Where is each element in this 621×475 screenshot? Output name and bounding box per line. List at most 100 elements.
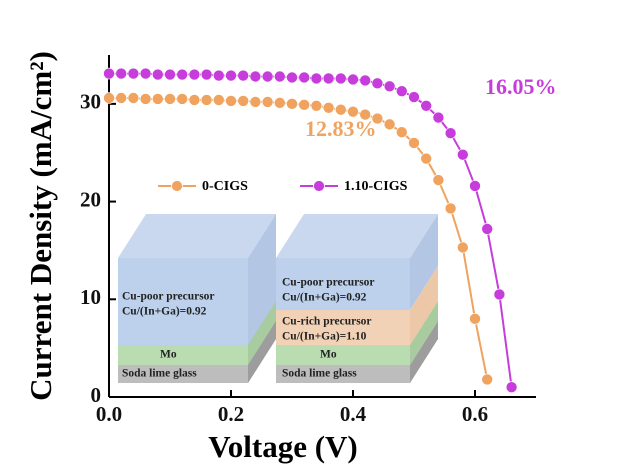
data-point <box>213 69 225 82</box>
data-point <box>237 95 249 107</box>
data-point <box>127 67 140 80</box>
data-point <box>139 93 152 105</box>
data-point <box>225 69 237 82</box>
y-tick-label: 0 <box>91 383 102 407</box>
layer-cu-rich <box>276 310 410 345</box>
data-point <box>213 94 225 106</box>
layer-side <box>410 301 438 365</box>
data-point <box>261 70 274 83</box>
layer-mo <box>276 345 410 365</box>
data-point <box>408 137 420 149</box>
series-line <box>109 72 513 388</box>
data-point <box>164 93 176 105</box>
data-point <box>444 202 457 215</box>
x-tick-label: 0.4 <box>340 402 367 426</box>
inset-label: Soda lime glass <box>122 368 197 380</box>
x-axis-label: Voltage (V) <box>208 429 358 464</box>
inset-label: Cu-poor precursor <box>122 291 215 303</box>
data-point <box>481 373 494 386</box>
data-point <box>310 72 323 85</box>
data-point <box>249 96 262 108</box>
annotation: 16.05% <box>485 74 557 99</box>
layer-cu-poor <box>276 258 410 310</box>
data-point <box>408 91 420 103</box>
data-point <box>432 111 445 124</box>
inset-label: Mo <box>320 349 337 361</box>
data-point <box>152 93 164 105</box>
inset-label: Soda lime glass <box>282 368 357 380</box>
data-point <box>347 105 359 118</box>
legend-marker <box>313 180 325 192</box>
data-point <box>261 96 274 108</box>
layer-top <box>118 214 276 258</box>
data-point <box>469 313 481 325</box>
inset-label: Cu-rich precursor <box>282 316 372 328</box>
data-point <box>420 152 433 165</box>
inset-label: Cu/(In+Ga)=0.92 <box>122 306 207 318</box>
data-point <box>286 71 298 84</box>
data-point <box>176 93 188 105</box>
data-point <box>139 67 152 80</box>
layer-side <box>410 214 438 310</box>
legend-label: 0-CIGS <box>202 179 248 194</box>
inset-diagrams <box>118 214 438 383</box>
data-point <box>444 127 457 139</box>
data-point <box>127 92 140 104</box>
inset-label: Cu-poor precursor <box>282 277 375 289</box>
data-point <box>420 100 433 112</box>
data-point <box>334 103 347 116</box>
data-point <box>334 72 347 85</box>
x-tick-label: 0.0 <box>96 402 122 426</box>
x-tick-label: 0.2 <box>218 402 244 426</box>
layer-cu-poor <box>118 258 248 345</box>
data-point <box>188 68 201 81</box>
data-point <box>347 73 359 86</box>
legend-marker <box>171 180 183 192</box>
data-point <box>383 80 396 93</box>
data-point <box>481 223 494 235</box>
data-point <box>310 100 323 112</box>
data-point <box>273 97 286 109</box>
data-point <box>225 95 237 107</box>
data-point <box>322 101 335 114</box>
layer-side <box>248 301 276 365</box>
data-point <box>115 92 127 104</box>
data-point <box>395 126 408 138</box>
data-point <box>237 69 249 82</box>
data-point <box>103 67 115 80</box>
data-point <box>371 112 384 125</box>
data-point <box>359 108 372 121</box>
data-point <box>322 72 335 85</box>
y-tick-label: 30 <box>80 90 101 114</box>
data-point <box>493 288 506 301</box>
data-point <box>273 70 286 83</box>
data-point <box>456 241 469 254</box>
x-tick-label: 0.6 <box>462 402 488 426</box>
layer-glass <box>276 365 410 383</box>
data-point <box>432 174 445 186</box>
y-tick-label: 10 <box>80 285 101 309</box>
data-point <box>298 99 311 111</box>
data-point <box>164 68 176 81</box>
data-point <box>152 68 164 81</box>
data-point <box>200 68 213 81</box>
layer-top <box>276 214 438 258</box>
data-point <box>505 381 518 394</box>
data-point <box>200 94 213 106</box>
data-point <box>359 74 372 87</box>
data-point <box>456 148 469 161</box>
data-point <box>469 180 481 192</box>
data-point <box>176 68 188 81</box>
data-point <box>115 67 127 80</box>
inset-label: Cu/(In+Ga)=0.92 <box>282 292 367 304</box>
inset-label: Cu/(In+Ga)=1.10 <box>282 331 367 343</box>
data-point <box>395 85 408 97</box>
data-point <box>383 118 396 131</box>
data-point <box>371 77 384 90</box>
data-point <box>188 94 201 106</box>
layer-glass <box>118 365 248 383</box>
data-point <box>286 98 298 110</box>
layer-side <box>410 321 438 383</box>
layer-side <box>248 321 276 383</box>
